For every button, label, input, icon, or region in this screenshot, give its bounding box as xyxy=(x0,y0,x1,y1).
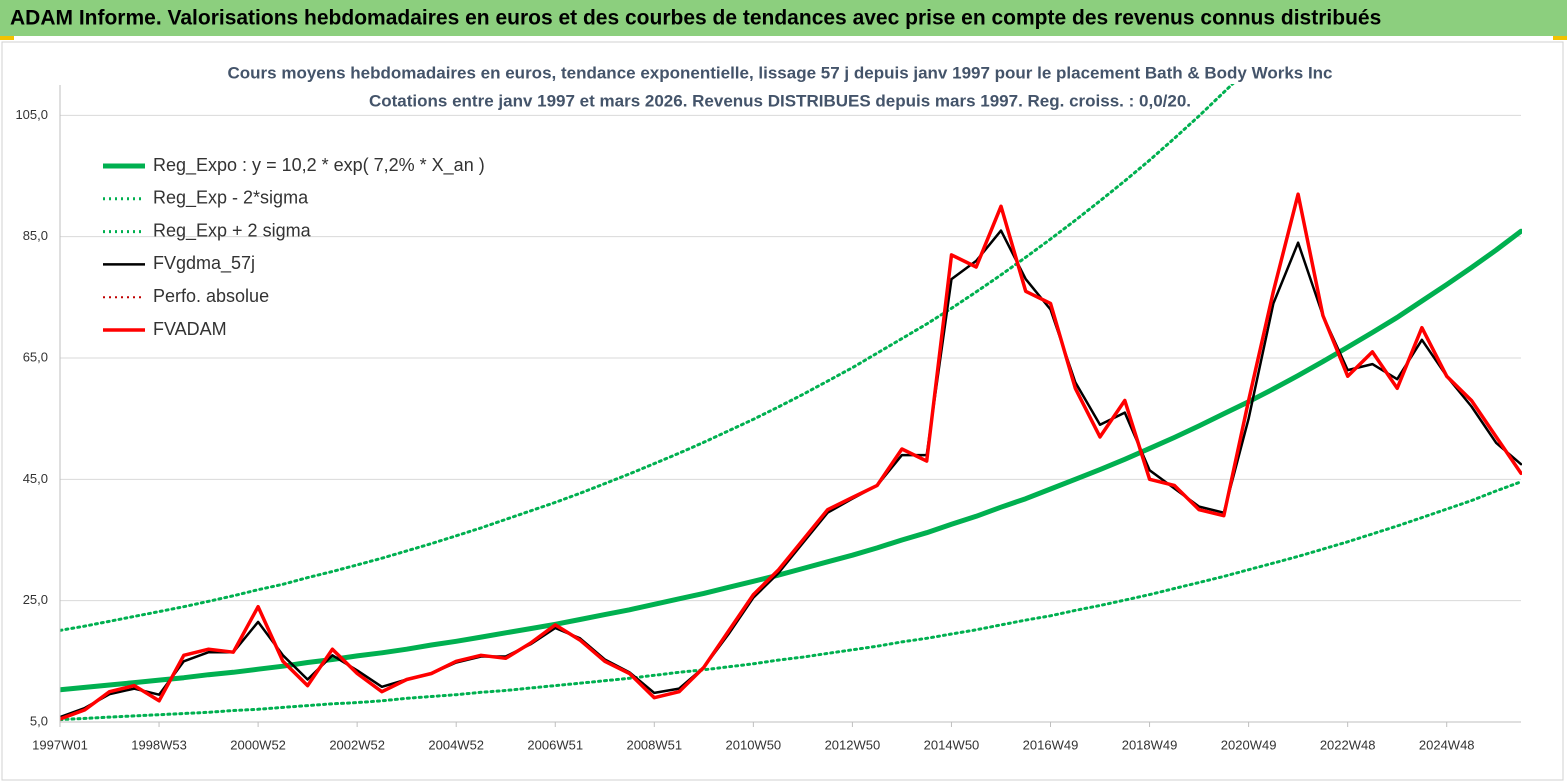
series-line xyxy=(60,192,1522,721)
x-tick-label: 2022W48 xyxy=(1320,737,1376,752)
x-tick-label: 1997W01 xyxy=(32,737,88,752)
y-tick-label: 65,0 xyxy=(23,349,48,364)
axes: 5,0 25,0 45,0 65,0 85,0 105,0 1997W01 1998W53 20… xyxy=(15,85,1521,752)
legend-label: FVADAM xyxy=(153,319,227,339)
chart-title: Cours moyens hebdomadaires en euros, ten… xyxy=(227,63,1332,82)
legend-label: Reg_Exp - 2*sigma xyxy=(153,188,309,209)
y-tick-label: 25,0 xyxy=(23,592,48,607)
corner-mark xyxy=(0,36,14,40)
x-tick-label: 2000W52 xyxy=(230,737,286,752)
y-tick-label: 5,0 xyxy=(30,713,48,728)
legend-label: FVgdma_57j xyxy=(153,253,255,274)
x-tick-label: 1998W53 xyxy=(131,737,187,752)
legend-label: Reg_Exp + 2 sigma xyxy=(153,220,312,241)
chart-subtitle: Cotations entre janv 1997 et mars 2026. … xyxy=(369,91,1191,110)
x-tick-label: 2016W49 xyxy=(1023,737,1079,752)
legend-label: Reg_Expo : y = 10,2 * exp( 7,2% * X_an ) xyxy=(153,155,485,176)
corner-mark xyxy=(1553,36,1567,40)
x-tick-label: 2012W50 xyxy=(825,737,881,752)
series-line xyxy=(60,229,1522,719)
legend-label: Perfo. absolue xyxy=(153,286,269,306)
x-tick-label: 2002W52 xyxy=(329,737,385,752)
x-tick-label: 2004W52 xyxy=(428,737,484,752)
series-line xyxy=(60,480,1522,722)
header-title: ADAM Informe. Valorisations hebdomadaire… xyxy=(10,7,1381,30)
x-tick-label: 2018W49 xyxy=(1122,737,1178,752)
y-tick-label: 85,0 xyxy=(23,228,48,243)
x-tick-label: 2014W50 xyxy=(924,737,980,752)
x-tick-label: 2008W51 xyxy=(626,737,682,752)
header-bar xyxy=(0,0,1567,36)
series-line xyxy=(60,228,1522,693)
chart-frame xyxy=(1,41,1564,781)
plot-area xyxy=(60,84,1522,722)
legend: Reg_Expo : y = 10,2 * exp( 7,2% * X_an )… xyxy=(103,155,485,339)
series-line xyxy=(60,193,1522,720)
x-tick-label: 2006W51 xyxy=(527,737,583,752)
x-tick-label: 2024W48 xyxy=(1419,737,1475,752)
y-tick-label: 45,0 xyxy=(23,471,48,486)
series-line xyxy=(60,84,1235,632)
x-tick-label: 2010W50 xyxy=(726,737,782,752)
x-tick-label: 2020W49 xyxy=(1221,737,1277,752)
y-tick-label: 105,0 xyxy=(15,107,48,122)
